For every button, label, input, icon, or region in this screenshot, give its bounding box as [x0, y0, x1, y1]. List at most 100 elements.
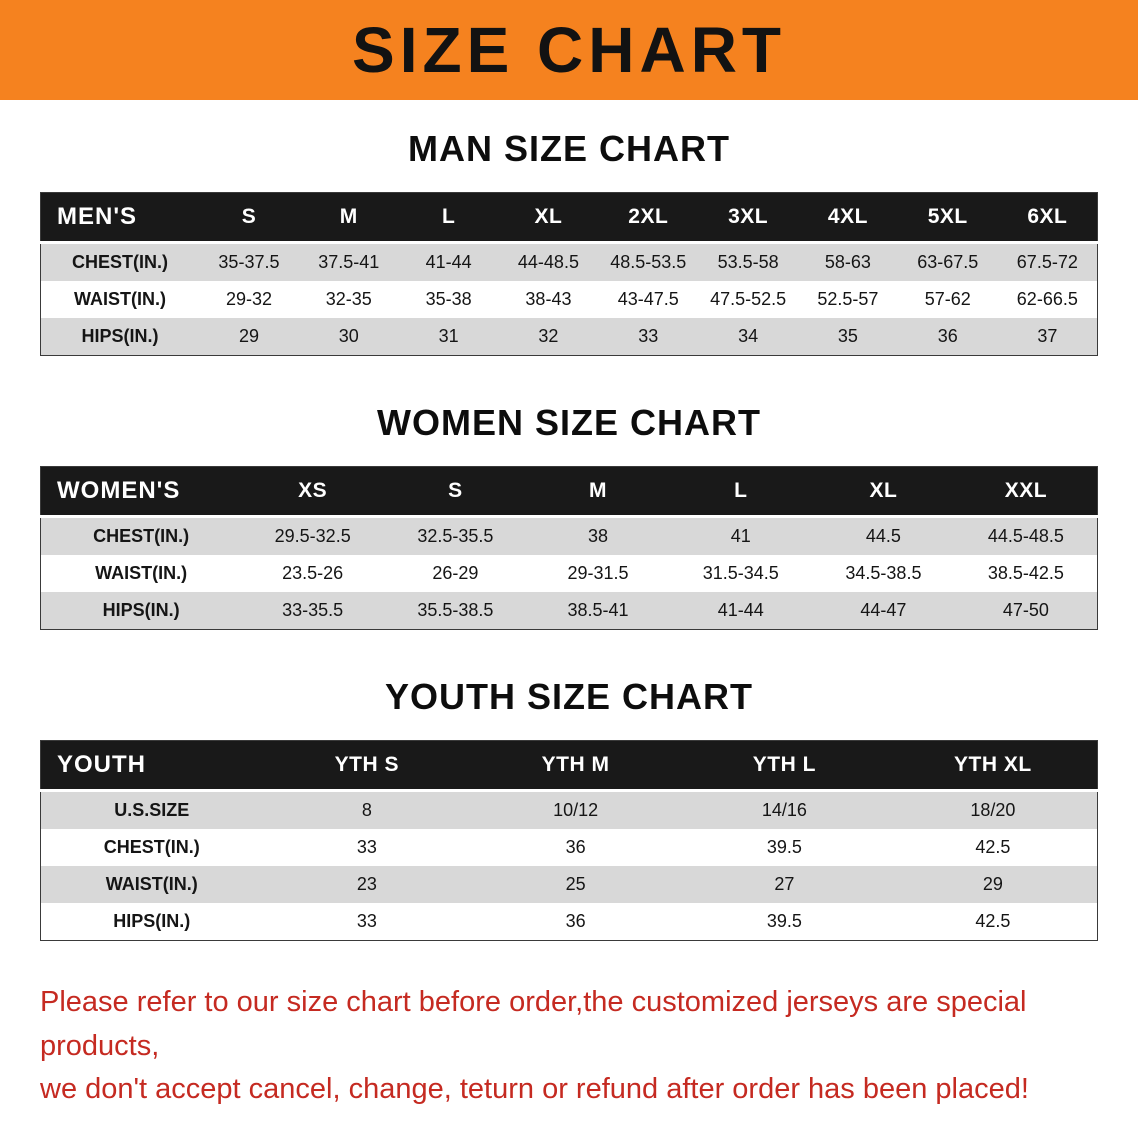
size-value: 38.5-41 [567, 600, 629, 620]
size-value: 29-32 [225, 289, 272, 309]
size-value: 30 [338, 326, 359, 346]
table-row: CHEST(IN.) 29.5-32.5 32.5-35.5 38 41 44.5 44.5… [40, 516, 1098, 555]
column-header: 4XL [798, 192, 898, 244]
column-header: XL [498, 192, 599, 244]
table-row: WAIST(IN.) 23 25 27 29 [40, 866, 1098, 903]
size-value: 67.5-72 [1016, 252, 1078, 272]
size-value: 57-62 [924, 289, 971, 309]
table-row: CHEST(IN.) 35-37.5 37.5-41 41-44 44-48.5 48.5… [40, 242, 1098, 281]
size-value: 41 [730, 526, 751, 546]
column-header: 2XL [598, 192, 699, 244]
size-value: 14/16 [761, 800, 807, 820]
column-header: S [384, 466, 527, 518]
women-size-table: WOMEN'S XS S M L XL XXL CHEST(IN.) 29.5-32.5 32.5… [40, 466, 1098, 630]
size-value: 39.5 [766, 911, 802, 931]
table-row: WAIST(IN.) 23.5-26 26-29 29-31.5 31.5-34.5 34… [40, 555, 1098, 592]
section-heading-women: WOMEN SIZE CHART [377, 402, 761, 443]
size-value: 25 [565, 874, 586, 894]
size-value: 33 [356, 837, 377, 857]
size-value: 10/12 [553, 800, 599, 820]
size-value: 47-50 [1002, 600, 1049, 620]
youth-size-table: YOUTH YTH S YTH M YTH L YTH XL U.S.SIZE 8 10/12… [40, 740, 1098, 941]
size-value: 48.5-53.5 [610, 252, 687, 272]
size-value: 36 [937, 326, 958, 346]
size-value: 43-47.5 [617, 289, 679, 309]
column-header: YTH L [679, 740, 889, 792]
column-header: XS [241, 466, 385, 518]
size-value: 35-37.5 [218, 252, 280, 272]
size-value: 29 [982, 874, 1003, 894]
size-value: 27 [774, 874, 795, 894]
size-value: 33-35.5 [282, 600, 344, 620]
row-label: HIPS(IN.) [81, 326, 159, 346]
header-row: WOMEN'S XS S M L XL XXL [40, 466, 1098, 518]
note-line-2: we don't accept cancel, change, teturn o… [40, 1073, 1029, 1105]
column-header: M [298, 192, 399, 244]
size-section-youth: YOUTH SIZE CHART YOUTH YTH S YTH M YTH L YTH … [0, 676, 1138, 941]
size-value: 33 [638, 326, 659, 346]
size-value: 47.5-52.5 [710, 289, 787, 309]
table-row: HIPS(IN.) 29 30 31 32 33 34 35 36 37 [40, 318, 1098, 356]
column-header: M [526, 466, 670, 518]
size-value: 23 [356, 874, 377, 894]
size-value: 58-63 [824, 252, 871, 272]
size-value: 23.5-26 [282, 563, 344, 583]
men-size-table: MEN'S S M L XL 2XL 3XL 4XL 5XL 6XL CHEST(IN.) 35-37… [40, 192, 1098, 356]
size-value: 52.5-57 [817, 289, 879, 309]
row-label: HIPS(IN.) [113, 911, 191, 931]
size-value: 18/20 [970, 800, 1016, 820]
size-section-women: WOMEN SIZE CHART WOMEN'S XS S M L XL XXL CHEST(I… [0, 402, 1138, 630]
column-header: YTH XL [888, 740, 1098, 792]
banner: SIZE CHART [0, 0, 1138, 100]
size-value: 38-43 [525, 289, 572, 309]
column-header: XL [812, 466, 955, 518]
table-row: CHEST(IN.) 33 36 39.5 42.5 [40, 829, 1098, 866]
size-section-men: MAN SIZE CHART MEN'S S M L XL 2XL 3XL 4XL 5XL 6XL C… [0, 128, 1138, 356]
size-value: 32-35 [325, 289, 372, 309]
table-row: HIPS(IN.) 33 36 39.5 42.5 [40, 903, 1098, 941]
row-label: CHEST(IN.) [72, 252, 169, 272]
size-value: 44.5 [865, 526, 901, 546]
table-row: HIPS(IN.) 33-35.5 35.5-38.5 38.5-41 41-44 44-… [40, 592, 1098, 630]
size-value: 34.5-38.5 [845, 563, 922, 583]
size-value: 41-44 [425, 252, 472, 272]
size-value: 31.5-34.5 [702, 563, 779, 583]
size-value: 29-31.5 [567, 563, 629, 583]
column-header: YTH M [471, 740, 680, 792]
column-header: YTH S [262, 740, 472, 792]
note-line-1: Please refer to our size chart before or… [40, 986, 1027, 1062]
size-value: 33 [356, 911, 377, 931]
size-value: 53.5-58 [717, 252, 779, 272]
size-value: 37 [1037, 326, 1058, 346]
size-value: 26-29 [432, 563, 479, 583]
row-label: CHEST(IN.) [93, 526, 190, 546]
row-label: WAIST(IN.) [95, 563, 188, 583]
size-value: 35-38 [425, 289, 472, 309]
row-label: CHEST(IN.) [103, 837, 200, 857]
size-value: 62-66.5 [1016, 289, 1078, 309]
size-value: 42.5 [975, 837, 1011, 857]
charts-container: MAN SIZE CHART MEN'S S M L XL 2XL 3XL 4XL 5XL 6XL C… [0, 128, 1138, 941]
size-value: 29.5-32.5 [274, 526, 351, 546]
size-value: 31 [438, 326, 459, 346]
size-value: 44-47 [860, 600, 907, 620]
size-value: 34 [738, 326, 759, 346]
column-header: L [669, 466, 813, 518]
size-value: 39.5 [766, 837, 802, 857]
section-heading-youth: YOUTH SIZE CHART [384, 676, 753, 717]
size-value: 63-67.5 [917, 252, 979, 272]
table-title-cell: MEN'S [40, 192, 200, 244]
size-value: 35.5-38.5 [417, 600, 494, 620]
table-title-cell: WOMEN'S [40, 466, 242, 518]
size-value: 37.5-41 [318, 252, 380, 272]
size-value: 44-48.5 [517, 252, 579, 272]
column-header: 3XL [698, 192, 799, 244]
header-row: YOUTH YTH S YTH M YTH L YTH XL [40, 740, 1098, 792]
section-heading-men: MAN SIZE CHART [408, 128, 730, 169]
page-title: SIZE CHART [352, 14, 786, 86]
row-label: WAIST(IN.) [74, 289, 167, 309]
row-label: HIPS(IN.) [102, 600, 180, 620]
column-header: 5XL [897, 192, 998, 244]
size-value: 41-44 [717, 600, 764, 620]
